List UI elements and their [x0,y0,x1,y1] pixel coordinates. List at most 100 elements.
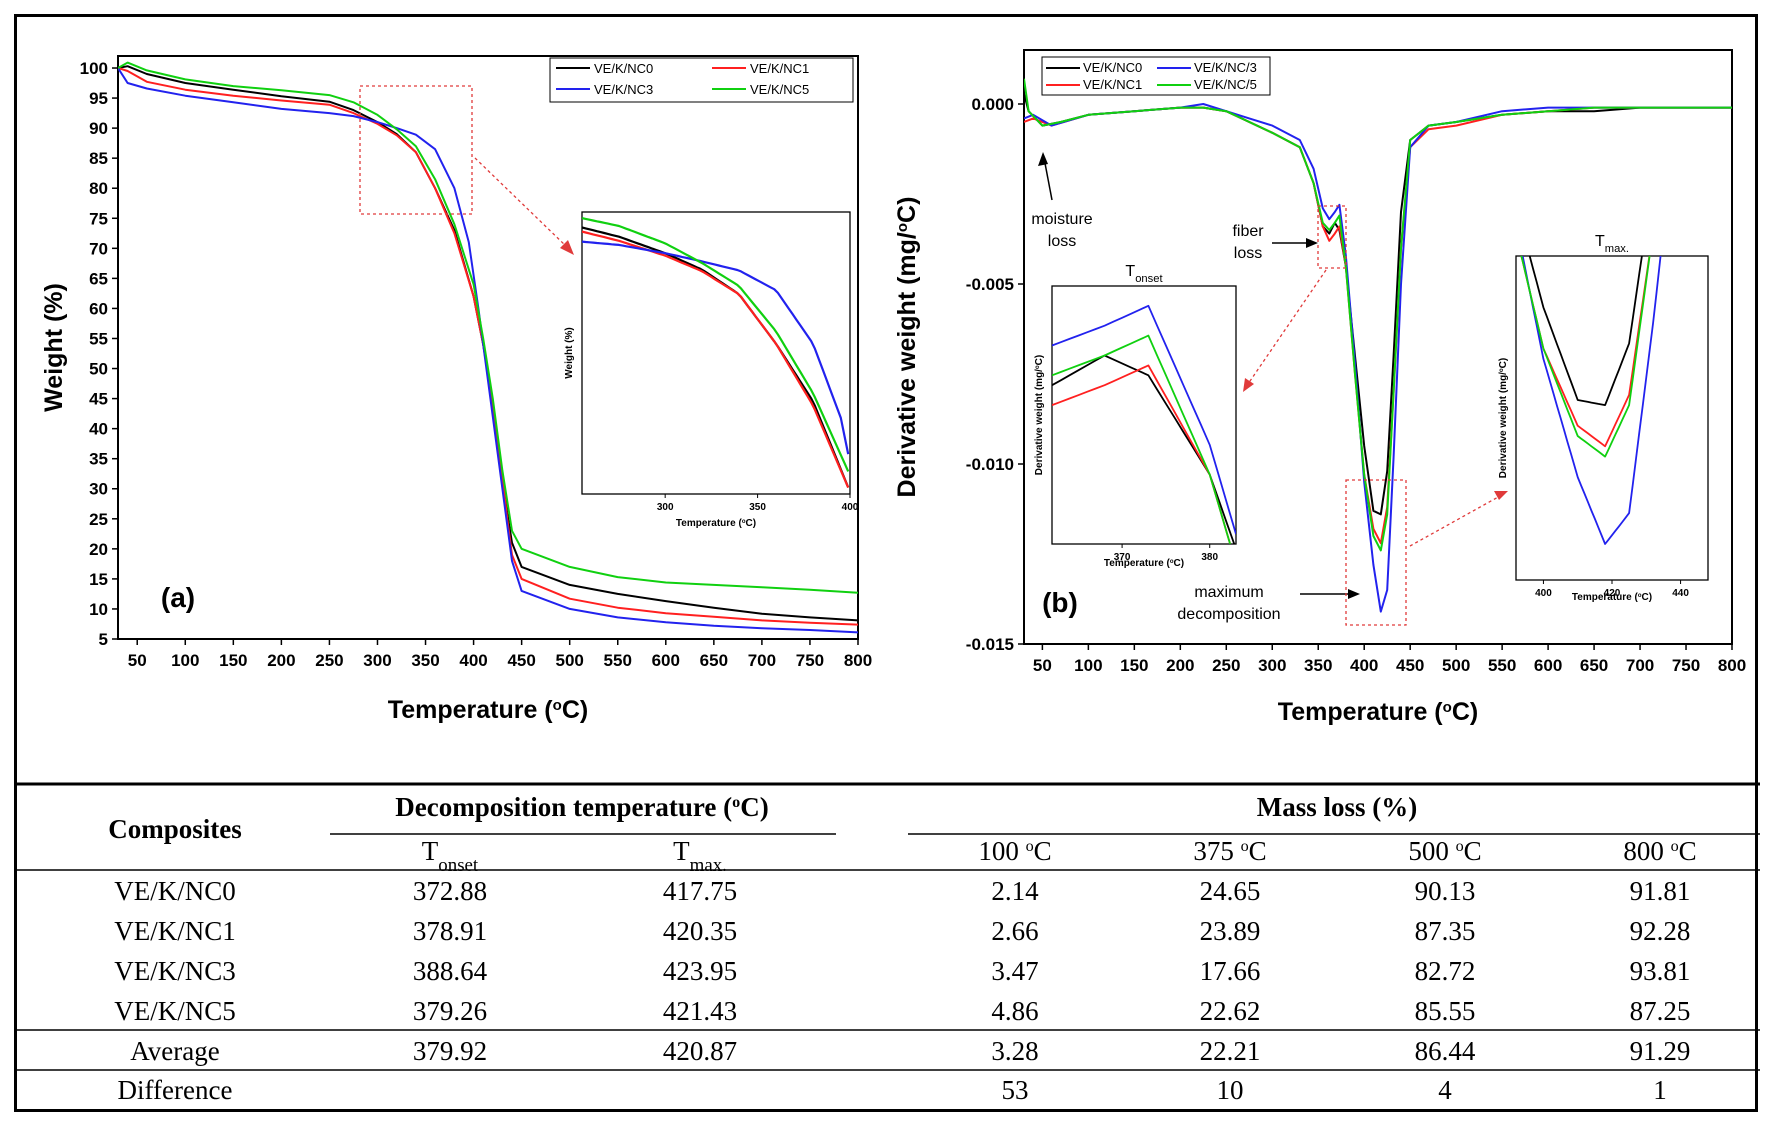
panel-a-legend-label: VE/K/NC3 [594,82,653,97]
panel-b-y-tick-label: -0.015 [966,635,1014,654]
figure-frame [14,14,1758,1112]
panel-b-x-tick-label: 350 [1304,656,1332,675]
table-cell: 90.13 [1415,876,1476,906]
panel-a-legend-label: VE/K/NC0 [594,61,653,76]
table-cell: 421.43 [663,996,737,1026]
panel-a-y-tick-label: 35 [89,450,108,469]
panel-a-x-tick-label: 250 [315,651,343,670]
panel-a-series-line [118,67,858,634]
table-row-label: VE/K/NC0 [114,876,236,906]
panel-b-x-tick-label: 250 [1212,656,1240,675]
table-header-mass-column: 100 oC [978,836,1051,866]
panel-b-x-axis-label: Temperature (oC) [1278,698,1478,726]
panel-b-plot-frame [1023,49,1733,645]
table-header-tmax: Tmax. [673,836,727,876]
panel-b-max-zoom-arrow [1409,495,1501,547]
panel-a-x-tick-label: 550 [604,651,632,670]
table-cell: 92.28 [1630,916,1691,946]
panel-b-max-zoom-box [1345,479,1407,626]
moisture-loss-annotation: moisture [1031,211,1092,228]
panel-a-x-tick-label: 600 [652,651,680,670]
panel-a-y-tick-label: 70 [89,239,108,258]
panel-b-x-tick-label: 750 [1672,656,1700,675]
maximum-decomposition-annotation: maximum [1194,584,1263,601]
panel-b-legend-box [1041,56,1271,96]
panel-b-y-tick-label: 0.000 [971,95,1014,114]
panel-a-label: (a) [161,582,195,613]
panel-a-y-tick-label: 65 [89,269,108,288]
table-cell: 93.81 [1630,956,1691,986]
table-cell: 24.65 [1200,876,1261,906]
panel-b-x-tick-label: 500 [1442,656,1470,675]
table-cell: 378.91 [413,916,487,946]
maximum-decomposition-arrowhead [1348,589,1360,599]
panel-a-y-tick-label: 100 [80,59,108,78]
panel-a-y-tick-label: 55 [89,329,108,348]
panel-a-y-tick-label: 40 [89,420,108,439]
panel-b-onset-zoom-box [1317,205,1347,269]
onset-inset-y-axis-label: Derivative weight (mg/oC) [1034,355,1045,475]
table-cell: 379.26 [413,996,487,1026]
onset-inset-x-tick-label: 370 [1114,552,1131,563]
panel-a-y-tick-label: 25 [89,510,108,529]
table-cell: 420.35 [663,916,737,946]
table-header-mass-column: 500 oC [1408,836,1481,866]
panel-a-series-line [118,61,858,594]
table-cell: 420.87 [663,1036,737,1066]
table-header-tonset: Tonset [422,836,479,876]
panel-b-y-tick-label: -0.005 [966,275,1014,294]
table-cell: 87.25 [1630,996,1691,1026]
table-cell: 417.75 [663,876,737,906]
table-header-mass-loss: Mass loss (%) [1257,792,1418,822]
panel-b-x-tick-label: 800 [1718,656,1746,675]
table-row-label: Average [130,1036,219,1066]
panel-a-y-tick-label: 60 [89,299,108,318]
table-cell: 1 [1653,1075,1667,1105]
table-cell: 17.66 [1200,956,1261,986]
table-row-label: Difference [118,1075,233,1105]
panel-a-inset-x-tick-label: 350 [749,502,766,513]
table-cell: 85.55 [1415,996,1476,1026]
table-header-mass-column: 800 oC [1623,836,1696,866]
fiber-loss-arrowhead [1306,238,1318,248]
table-cell: 388.64 [413,956,488,986]
table-cell: 82.72 [1415,956,1476,986]
max-inset-series-line [1520,256,1651,458]
panel-a-y-tick-label: 90 [89,119,108,138]
panel-a-x-axis-label: Temperature (oC) [388,696,588,724]
panel-a-inset-x-tick-label: 300 [657,502,674,513]
panel-a-zoom-arrow [474,157,569,249]
panel-b-x-tick-label: 550 [1488,656,1516,675]
panel-b-x-tick-label: 650 [1580,656,1608,675]
table-cell: 22.62 [1200,996,1261,1026]
table-cell: 91.81 [1630,876,1691,906]
panel-a-legend-box [549,57,854,103]
table-row-label: VE/K/NC5 [114,996,236,1026]
table-row-label: VE/K/NC1 [114,916,236,946]
table-cell: 53 [1002,1075,1029,1105]
panel-b-x-tick-label: 150 [1120,656,1148,675]
table-row-label: VE/K/NC3 [114,956,236,986]
panel-b-series-line [1024,78,1732,552]
max-inset-series-line [1528,256,1643,407]
panel-a-inset-frame [581,211,851,495]
max-inset-frame [1515,255,1709,581]
table-cell: 423.95 [663,956,737,986]
panel-a-series-line [118,67,858,626]
panel-b-x-tick-label: 600 [1534,656,1562,675]
max-inset-x-tick-label: 440 [1672,588,1689,599]
panel-b-label: (b) [1042,587,1078,618]
onset-inset-x-tick-label: 380 [1201,552,1218,563]
panel-b-x-tick-label: 450 [1396,656,1424,675]
table-header-decomposition: Decomposition temperature (oC) [395,792,769,822]
panel-b-x-tick-label: 50 [1033,656,1052,675]
panel-b-x-tick-label: 400 [1350,656,1378,675]
moisture-loss-arrow [1043,157,1053,201]
max-inset-x-tick-label: 400 [1535,588,1552,599]
panel-b-onset-zoom-arrow [1247,269,1327,385]
panel-a-zoom-box [359,85,473,215]
panel-a-y-tick-label: 10 [89,600,108,619]
panel-a-inset-series-line [582,240,850,455]
panel-a-x-tick-label: 200 [267,651,295,670]
